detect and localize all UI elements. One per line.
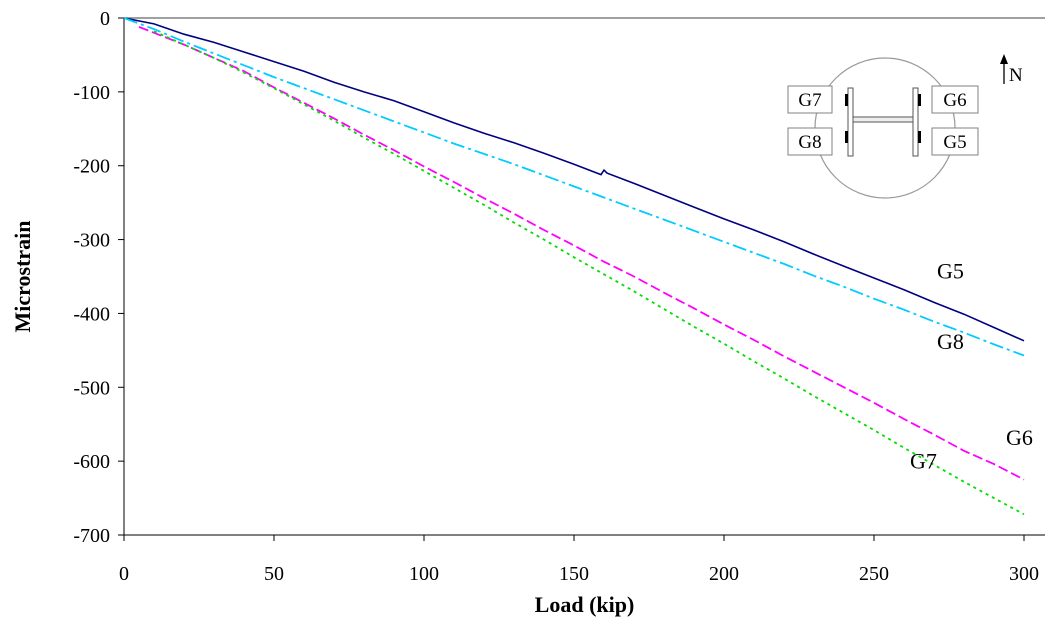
gauge-mark-g8 <box>845 131 848 143</box>
x-tick-label: 50 <box>264 563 284 585</box>
series-line-g6 <box>138 26 1025 481</box>
x-tick-label: 150 <box>559 563 589 585</box>
gauge-box-g5 <box>931 127 979 156</box>
x-tick-label: 200 <box>709 563 739 585</box>
gauge-box-g6 <box>931 85 979 114</box>
y-tick-label: -500 <box>73 377 110 399</box>
series-label-g7: G7 <box>910 449 937 474</box>
x-axis-title: Load (kip) <box>535 592 635 617</box>
x-tick-label: 250 <box>859 563 889 585</box>
gauge-mark-g5 <box>918 131 921 143</box>
gauge-label-g6: G6 <box>943 90 966 111</box>
x-tick-label: 0 <box>119 563 129 585</box>
north-label: N <box>1009 65 1023 86</box>
y-tick-label: -100 <box>73 82 110 104</box>
y-tick-label: -700 <box>73 525 110 547</box>
series-labels: G5 G8 G6 G7 <box>910 259 1033 474</box>
gauge-box-g7 <box>787 85 833 114</box>
gauge-label-g8: G8 <box>798 132 821 153</box>
north-arrowhead-icon <box>1000 54 1008 64</box>
series-line-g7 <box>153 30 1025 516</box>
x-tick-label: 100 <box>409 563 439 585</box>
axis-ticks: 0 50 100 150 200 250 300 0 -100 -200 -300 -400 -500 -… <box>73 8 1039 585</box>
east-flange <box>912 87 919 157</box>
beam-web <box>852 116 914 123</box>
series-label-g5: G5 <box>937 259 964 284</box>
y-tick-label: -400 <box>73 303 110 325</box>
y-tick-label: -300 <box>73 230 110 252</box>
series-line-g5 <box>123 17 1025 342</box>
gauge-box-g8 <box>787 127 833 156</box>
y-axis-title: Microstrain <box>10 220 35 332</box>
y-tick-label: -200 <box>73 156 110 178</box>
series-label-g6: G6 <box>1006 425 1033 450</box>
gauge-mark-g6 <box>918 94 921 106</box>
west-flange <box>847 87 854 157</box>
x-tick-label: 300 <box>1009 563 1039 585</box>
gauge-layout-inset: G7 G6 G8 G5 N <box>787 54 1023 199</box>
series-line-g8 <box>123 17 1025 357</box>
plot-area <box>123 17 1045 536</box>
series-layer <box>123 17 1025 516</box>
gauge-mark-g7 <box>845 94 848 106</box>
gauge-label-g7: G7 <box>798 90 821 111</box>
y-tick-label: -600 <box>73 451 110 473</box>
series-label-g8: G8 <box>937 329 964 354</box>
y-tick-label: 0 <box>100 8 110 30</box>
gauge-label-g5: G5 <box>943 132 966 153</box>
